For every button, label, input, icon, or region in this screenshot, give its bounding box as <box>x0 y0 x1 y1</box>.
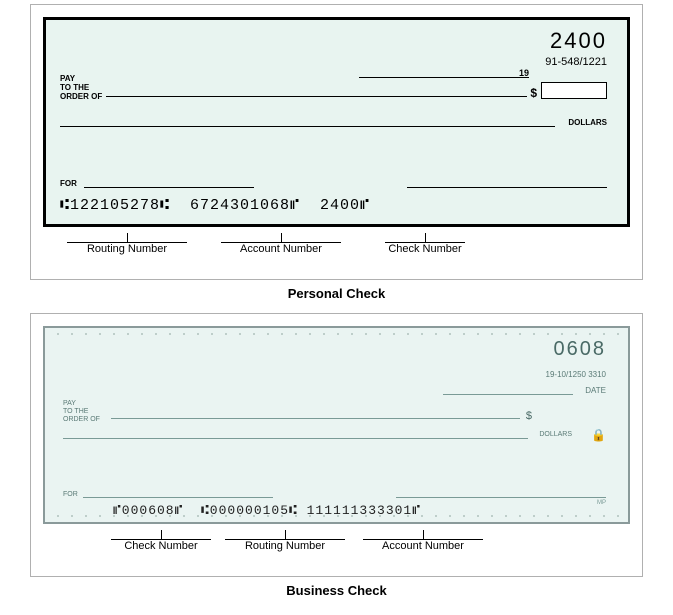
date-prefix: 19 <box>519 68 529 78</box>
bank-code: 19-10/1250 3310 <box>546 370 607 379</box>
business-callouts: Check Number Routing Number Account Numb… <box>43 530 630 570</box>
signature-line <box>407 187 607 188</box>
dollar-sign: $ <box>526 410 532 422</box>
check-number: 0608 <box>554 338 607 361</box>
callout-label: Routing Number <box>225 540 345 552</box>
callout-routing: Routing Number <box>67 233 187 255</box>
business-caption: Business Check <box>0 583 673 598</box>
payee-line <box>106 96 527 97</box>
callout-checknum: Check Number <box>385 233 465 255</box>
callout-account: Account Number <box>221 233 341 255</box>
dollars-label: DOLLARS <box>539 431 572 438</box>
personal-check: 2400 91-548/1221 19 PAY TO THE ORDER OF … <box>43 17 630 227</box>
memo-line <box>83 497 273 498</box>
callout-account: Account Number <box>363 530 483 552</box>
for-label: FOR <box>63 491 78 498</box>
micr-line: ⑆122105278⑆ 6724301068⑈ 2400⑈ <box>60 197 370 214</box>
amount-words-line <box>60 126 555 127</box>
check-number: 2400 <box>550 28 607 54</box>
date-line <box>359 66 529 78</box>
pay-to-order-label: PAY TO THE ORDER OF <box>60 74 102 102</box>
signature-line <box>396 497 606 498</box>
dollars-label: DOLLARS <box>568 118 607 127</box>
callout-label: Account Number <box>221 243 341 255</box>
callout-label: Check Number <box>385 243 465 255</box>
callout-label: Routing Number <box>67 243 187 255</box>
personal-check-panel: 2400 91-548/1221 19 PAY TO THE ORDER OF … <box>30 4 643 280</box>
callout-label: Check Number <box>111 540 211 552</box>
callout-checknum: Check Number <box>111 530 211 552</box>
callout-label: Account Number <box>363 540 483 552</box>
mp-label: MP <box>597 500 606 506</box>
date-line <box>443 394 573 395</box>
business-check-panel: 0608 19-10/1250 3310 DATE PAY TO THE ORD… <box>30 313 643 577</box>
dollar-sign: $ <box>530 86 537 100</box>
amount-box <box>541 82 607 99</box>
ornament-top <box>51 330 622 338</box>
personal-caption: Personal Check <box>0 286 673 301</box>
payee-line <box>111 418 520 419</box>
for-label: FOR <box>60 179 77 188</box>
amount-words-line <box>63 438 528 439</box>
date-label: DATE <box>585 386 606 395</box>
personal-callouts: Routing Number Account Number Check Numb… <box>43 233 630 273</box>
business-check: 0608 19-10/1250 3310 DATE PAY TO THE ORD… <box>43 326 630 524</box>
memo-line <box>84 187 254 188</box>
bank-code: 91-548/1221 <box>545 56 607 68</box>
callout-routing: Routing Number <box>225 530 345 552</box>
lock-icon: 🔒 <box>591 428 606 442</box>
amount-box <box>536 406 606 421</box>
pay-to-order-label: PAY TO THE ORDER OF <box>63 400 100 424</box>
micr-line: ⑈000608⑈ ⑆000000105⑆ 111111333301⑈ <box>113 503 421 518</box>
